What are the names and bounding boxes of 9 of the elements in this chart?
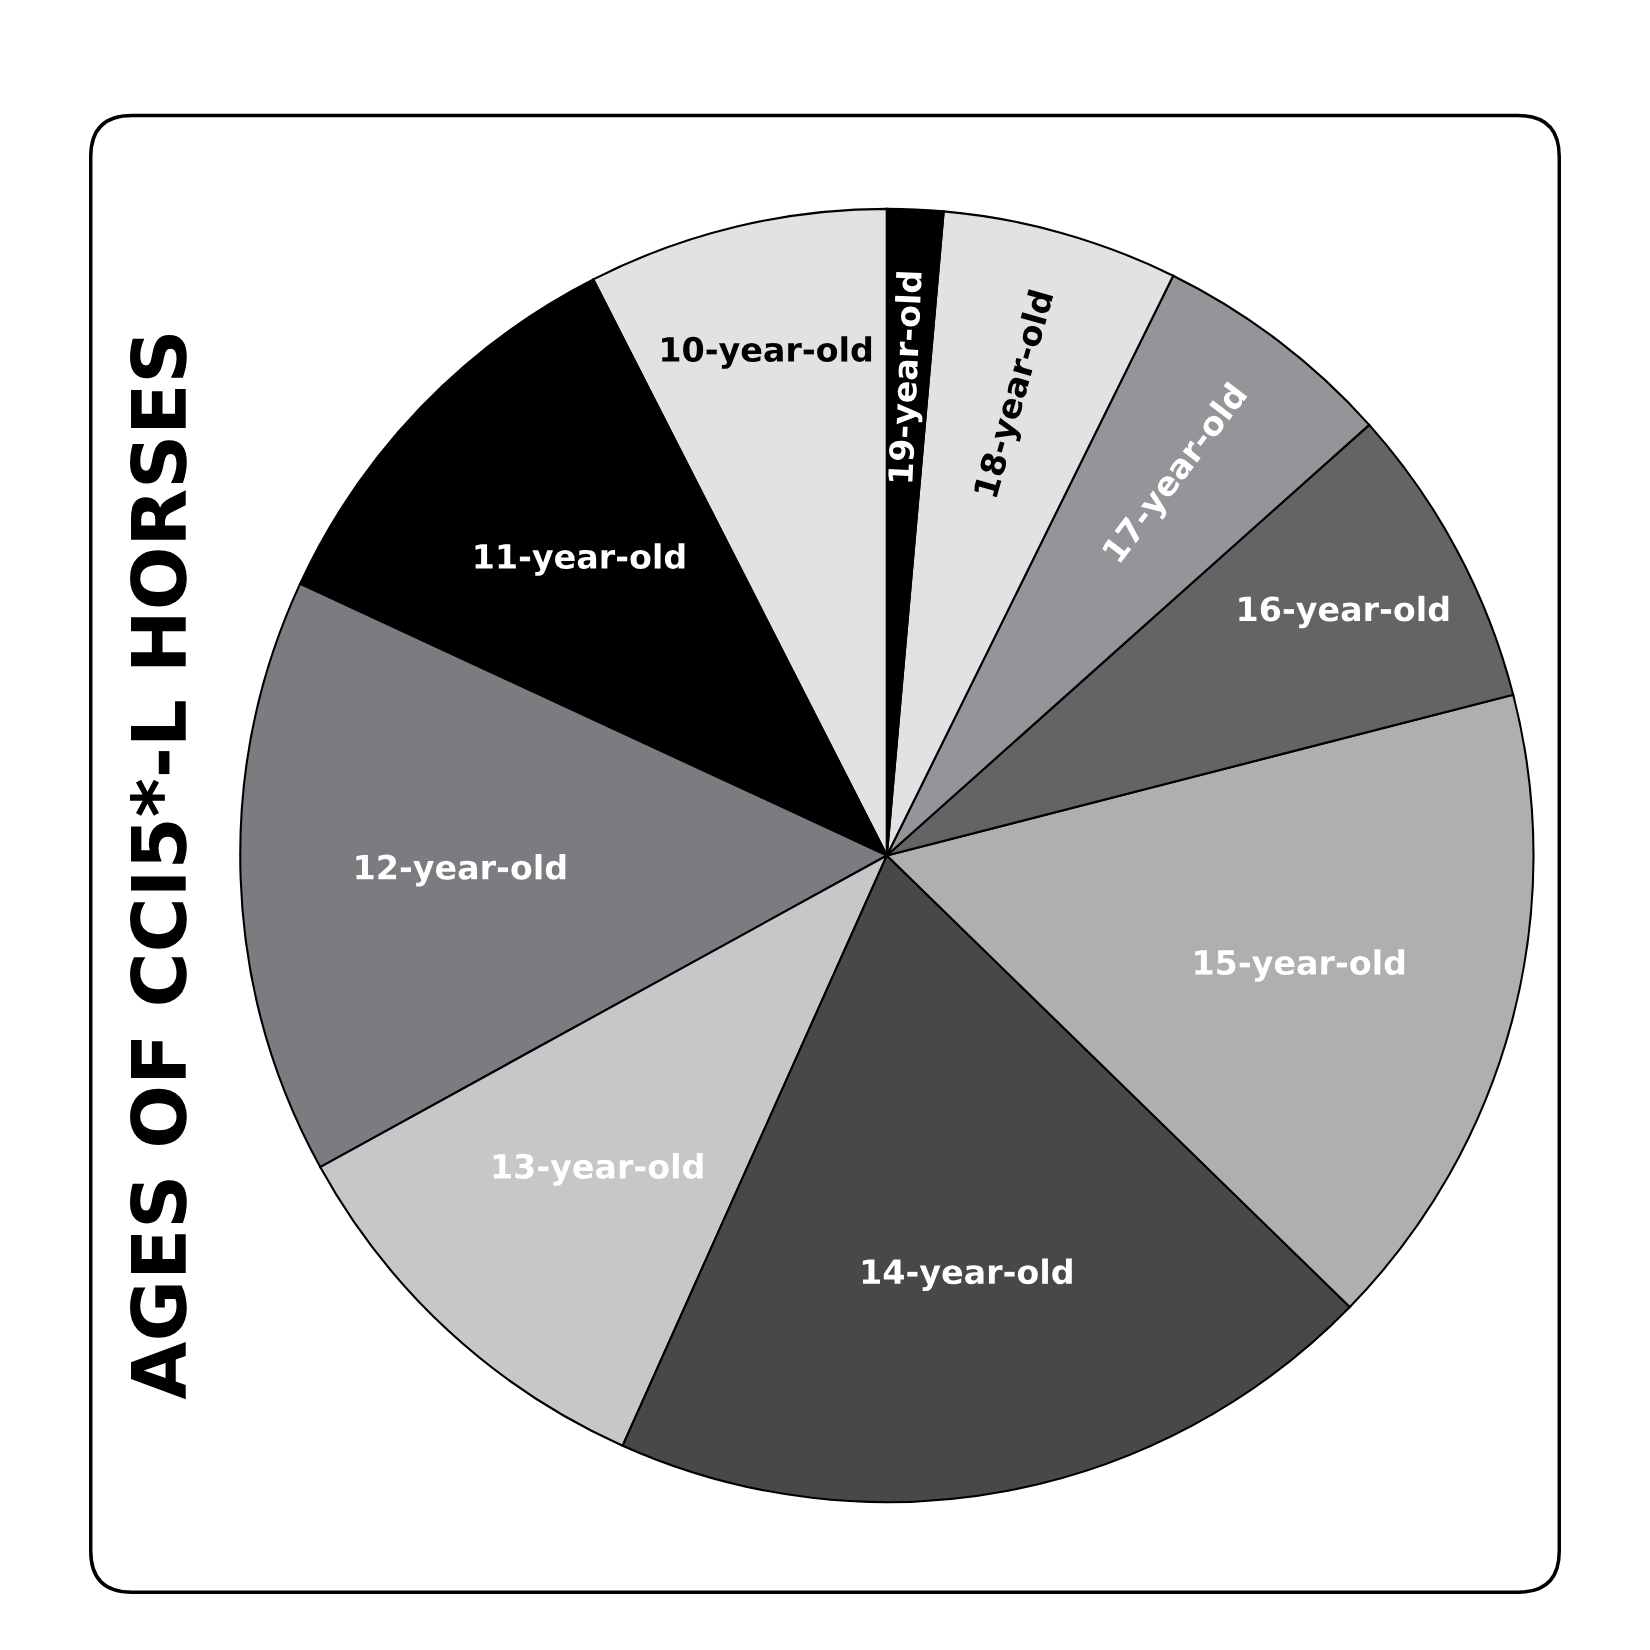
slice-label: 12-year-old xyxy=(356,854,566,887)
slice-label: 11-year-old xyxy=(475,543,685,576)
slice-label: 10-year-old xyxy=(662,336,872,369)
slice-label: 16-year-old xyxy=(1239,595,1449,629)
slice-label: 15-year-old xyxy=(1195,949,1405,982)
slice-label: 14-year-old xyxy=(862,1258,1072,1292)
slice-label: 19-year-old xyxy=(887,271,929,483)
slice-label: 13-year-old xyxy=(493,1153,703,1186)
text: AGES OF CCI5*-L HORSES xyxy=(130,335,187,1400)
